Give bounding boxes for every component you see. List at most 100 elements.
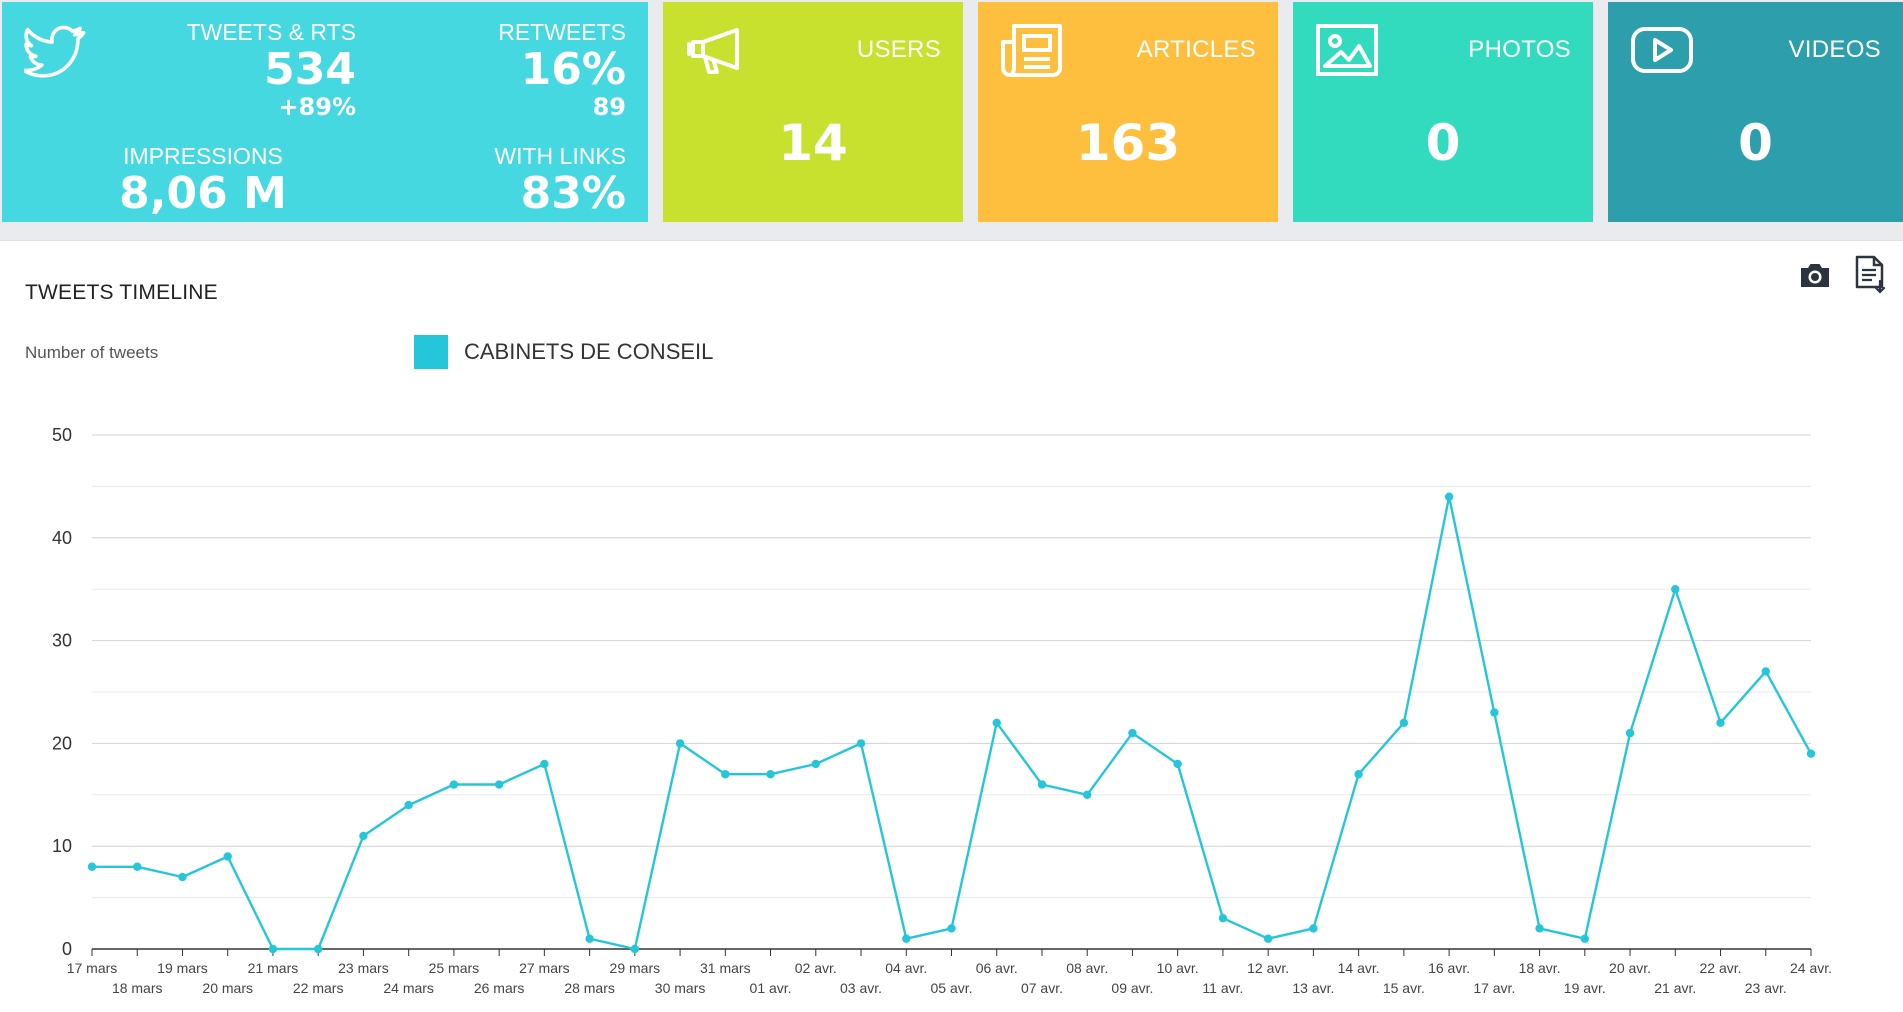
articles-value: 163 [1075,114,1181,172]
data-point [1218,913,1228,923]
play-button-icon [1630,22,1694,82]
retweets-label: RETWEETS [498,19,626,45]
x-tick-label: 02 avr. [795,960,837,976]
x-tick-label: 23 avr. [1745,980,1787,996]
x-tick-label: 17 avr. [1473,980,1515,996]
x-tick-label: 31 mars [700,960,751,976]
x-tick-label: 30 mars [655,980,706,996]
y-axis: 0 10 20 30 40 50 [52,425,72,959]
impressions-metric: IMPRESSIONS 8,06 M [78,142,328,218]
newspaper-icon [1000,22,1064,84]
x-tick-label: 25 mars [429,960,480,976]
data-point [1309,924,1318,933]
data-point [133,862,142,871]
users-stat-card: USERS 14 [663,2,963,222]
data-point [992,718,1001,728]
data-point [1173,759,1182,769]
data-point [178,872,187,882]
y-tick-label: 20 [52,733,72,753]
data-point [1128,728,1137,738]
twitter-bird-icon [21,22,90,88]
photos-value: 0 [1425,114,1461,172]
x-tick-label: 20 mars [202,980,253,996]
x-tick-label: 22 avr. [1700,960,1742,976]
data-point [494,780,504,789]
tweets-rts-value: 534 [264,44,356,95]
data-point [449,780,459,789]
data-point [359,831,368,841]
data-point [540,759,549,769]
data-point [1806,749,1816,758]
data-point [1037,780,1047,789]
tweets-timeline-chart: 0 10 20 30 40 50 17 mars 18 mars 19 mars 20 mars… [52,425,1832,996]
users-label: USERS [856,36,941,63]
data-point [766,770,775,779]
data-point [630,944,640,954]
data-point [1083,790,1092,799]
x-tick-label: 08 avr. [1066,960,1108,976]
y-tick-label: 50 [52,425,72,445]
timeline-title: TWEETS TIMELINE [25,281,218,304]
y-tick-label: 40 [52,528,72,548]
image-icon [1315,22,1379,82]
videos-stat-card: VIDEOS 0 [1608,2,1903,222]
series-line [92,495,1813,951]
x-tick-label: 13 avr. [1292,980,1334,996]
x-tick-label: 19 mars [157,960,208,976]
export-document-button[interactable] [1851,255,1891,299]
x-tick-label: 14 avr. [1338,960,1380,976]
camera-button[interactable] [1795,255,1835,299]
x-tick-label: 27 mars [519,960,570,976]
x-tick-label: 24 mars [383,980,434,996]
impressions-label: IMPRESSIONS [123,143,283,169]
y-axis-caption: Number of tweets [25,343,159,362]
with-links-label: WITH LINKS [494,143,626,169]
data-point [1580,934,1590,943]
data-point [268,944,278,954]
data-point [1671,585,1680,594]
data-point [1399,718,1409,728]
with-links-value: 83% [520,168,626,219]
retweets-value: 16% [520,44,626,95]
data-point [1716,718,1725,728]
x-tick-label: 21 avr. [1654,980,1696,996]
x-tick-label: 11 avr. [1202,980,1243,996]
x-tick-label: 22 mars [293,980,344,996]
data-point [87,862,97,871]
x-tick-label: 19 avr. [1564,980,1606,996]
x-tick-label: 01 avr. [750,980,792,996]
x-tick-label: 28 mars [564,980,615,996]
photos-label: PHOTOS [1468,36,1571,63]
legend-item[interactable]: CABINETS DE CONSEIL [414,335,713,369]
x-tick-label: 18 avr. [1519,960,1561,976]
x-tick-label: 04 avr. [885,960,927,976]
data-point [1354,770,1363,779]
tweets-stat-card: TWEETS & RTS 534 +89% RETWEETS 16% 89 IM… [2,2,648,222]
x-tick-label: 06 avr. [976,960,1018,976]
x-tick-label: 07 avr. [1021,980,1063,996]
y-tick-label: 10 [52,836,72,856]
x-tick-label: 16 avr. [1428,960,1470,976]
retweets-count: 89 [592,93,626,121]
data-point [1535,924,1544,933]
retweets-metric: RETWEETS 16% 89 [498,18,626,120]
x-tick-label: 17 mars [67,960,118,976]
data-point [404,800,413,810]
tweets-timeline-panel: TWEETS TIMELINE Number of tweets CABINET… [0,240,1903,1012]
x-axis: 17 mars 18 mars 19 mars 20 mars 21 mars 22 ma… [67,949,1832,996]
data-point [811,759,820,769]
data-point [1625,728,1635,738]
y-tick-label: 0 [62,939,72,959]
x-tick-label: 29 mars [610,960,661,976]
x-tick-label: 09 avr. [1111,980,1153,996]
x-tick-label: 15 avr. [1383,980,1425,996]
x-tick-label: 05 avr. [930,980,972,996]
legend-swatch [414,335,448,369]
x-tick-label: 23 mars [338,960,389,976]
x-tick-label: 03 avr. [840,980,882,996]
legend-label: CABINETS DE CONSEIL [464,339,714,364]
data-point [902,934,911,943]
data-point [1263,934,1273,943]
x-tick-label: 20 avr. [1609,960,1651,976]
x-tick-label: 10 avr. [1157,960,1199,976]
